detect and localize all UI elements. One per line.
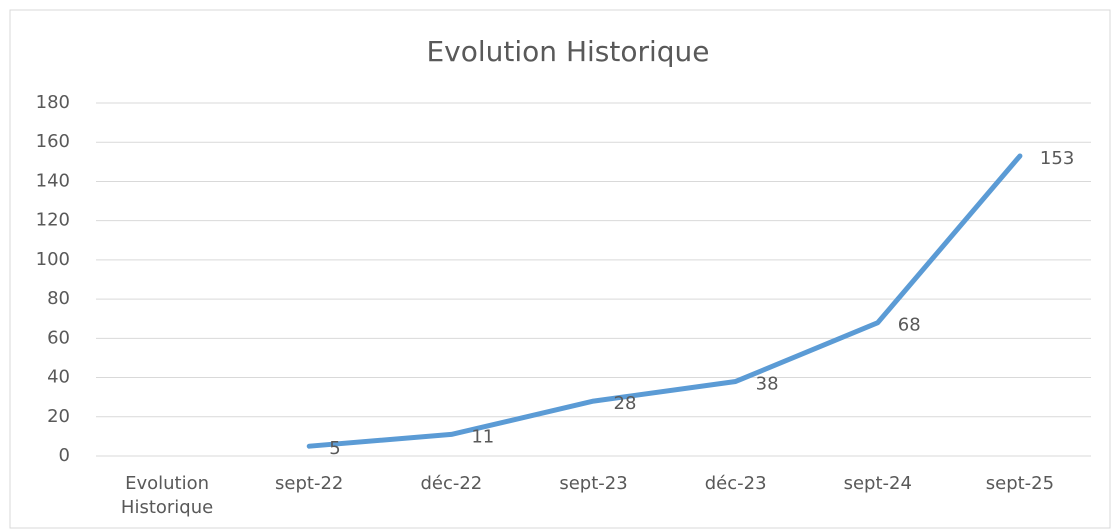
data-label: 5	[329, 438, 340, 459]
y-tick-label: 80	[47, 288, 70, 309]
y-tick-label: 140	[36, 170, 70, 191]
y-tick-label: 20	[47, 406, 70, 427]
data-label: 68	[898, 315, 921, 336]
x-tick-label: sept-22	[275, 473, 344, 494]
x-tick-label: sept-25	[985, 473, 1055, 494]
data-line	[306, 153, 1023, 449]
chart-title: Evolution Historique	[426, 35, 709, 68]
data-label: 153	[1040, 148, 1074, 169]
chart-border	[9, 9, 1111, 529]
y-tick-label: 40	[47, 367, 70, 388]
y-tick-label: 60	[47, 327, 70, 348]
data-label: 38	[756, 373, 779, 394]
x-tick-label: Evolution Historique	[120, 473, 214, 518]
x-tick-label: déc-22	[420, 473, 483, 494]
x-tick-label: sept-24	[843, 473, 912, 494]
x-tick-label: déc-23	[704, 473, 767, 494]
y-tick-label: 100	[36, 249, 70, 270]
y-tick-label: 160	[36, 131, 70, 152]
data-label: 28	[614, 393, 637, 414]
x-tick-label: sept-23	[559, 473, 628, 494]
data-label: 11	[471, 426, 494, 447]
y-tick-label: 0	[59, 445, 70, 466]
y-tick-label: 120	[36, 210, 70, 231]
y-tick-label: 180	[36, 92, 70, 113]
